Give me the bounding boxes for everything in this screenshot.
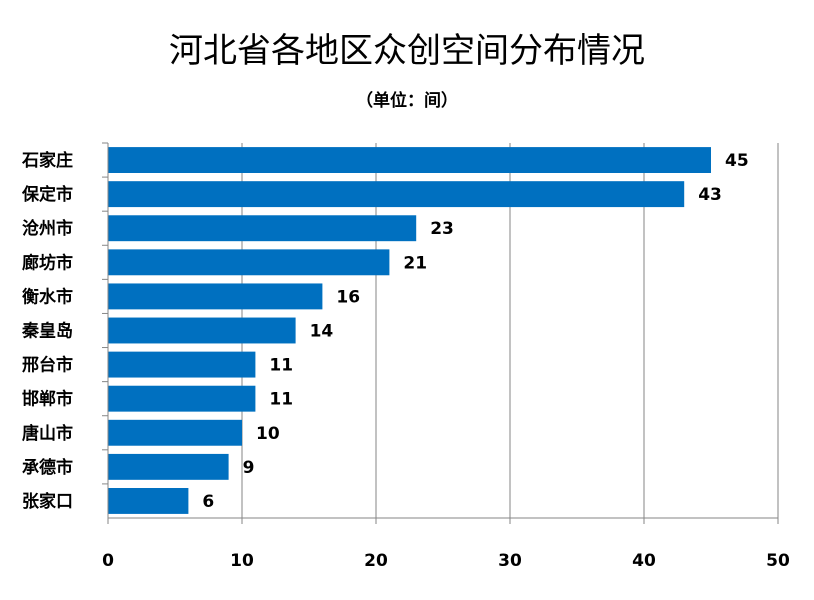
x-tick-label: 10 xyxy=(230,551,254,571)
chart-subtitle: （单位：间） xyxy=(356,90,458,111)
category-label: 张家口 xyxy=(22,491,73,512)
data-label: 43 xyxy=(698,185,722,205)
axes xyxy=(102,142,779,524)
bar xyxy=(108,488,189,514)
data-label: 23 xyxy=(430,219,454,239)
x-tick-label: 50 xyxy=(766,551,790,571)
data-label: 45 xyxy=(725,151,749,171)
bar xyxy=(108,385,256,412)
category-label: 保定市 xyxy=(21,184,73,205)
bar xyxy=(108,147,711,173)
category-label: 唐山市 xyxy=(22,423,73,444)
bar xyxy=(108,351,256,378)
bar xyxy=(108,317,296,344)
bar xyxy=(108,181,685,208)
bar xyxy=(108,283,323,310)
category-label: 邯郸市 xyxy=(22,389,73,410)
bars xyxy=(108,147,711,514)
data-label: 21 xyxy=(403,253,427,273)
category-label: 邢台市 xyxy=(22,355,73,376)
data-label: 11 xyxy=(269,356,293,376)
x-tick-label: 30 xyxy=(498,551,522,571)
category-label: 沧州市 xyxy=(22,218,73,239)
data-label: 16 xyxy=(336,287,360,307)
x-tick-label: 0 xyxy=(102,551,114,571)
category-label: 秦皇岛 xyxy=(22,321,73,342)
x-tick-label: 40 xyxy=(632,551,656,571)
bar xyxy=(108,215,417,242)
category-label: 承德市 xyxy=(22,457,73,478)
bar xyxy=(108,419,242,446)
data-label: 10 xyxy=(256,424,280,444)
data-label: 9 xyxy=(243,458,255,478)
bar xyxy=(108,249,390,276)
category-label: 衡水市 xyxy=(22,286,73,307)
data-label: 14 xyxy=(310,322,334,342)
chart-title: 河北省各地区众创空间分布情况 xyxy=(169,31,645,71)
category-label: 廊坊市 xyxy=(22,252,73,273)
data-label: 6 xyxy=(202,492,214,512)
x-tick-label: 20 xyxy=(364,551,388,571)
labels: 0 10 20 30 40 50 石家庄 45 保定市 43 沧州市 23 廊坊市 21 衡水市 16 秦皇岛 1… xyxy=(21,150,790,571)
category-label: 石家庄 xyxy=(21,150,73,171)
data-label: 11 xyxy=(269,390,293,410)
bar xyxy=(108,453,229,480)
